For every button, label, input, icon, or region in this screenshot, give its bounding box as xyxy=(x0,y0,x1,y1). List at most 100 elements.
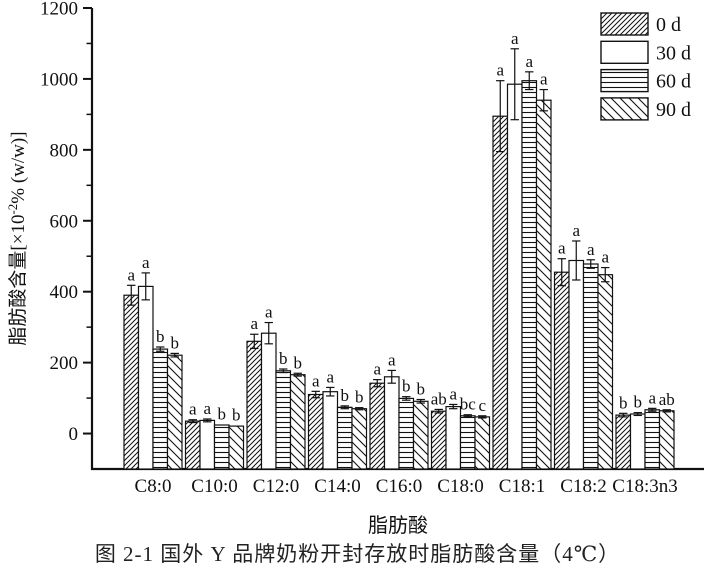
bar-C10:0-90d xyxy=(228,425,245,470)
bar-C16:0-60d xyxy=(398,397,415,470)
y-tick-label: 600 xyxy=(50,211,79,232)
bar-C18:1-30d xyxy=(506,83,523,470)
bar-C18:1-90d xyxy=(535,99,552,470)
sig-letter: a xyxy=(326,367,334,386)
bar-C14:0-90d xyxy=(351,408,368,470)
x-tick-label: C8:0 xyxy=(135,476,172,497)
sig-letter: b xyxy=(619,393,628,412)
figure-caption: 图 2-1 国外 Y 品牌奶粉开封存放时脂肪酸含量（4℃） xyxy=(94,542,621,566)
sig-letter: b xyxy=(156,327,165,346)
x-tick-label: C16:0 xyxy=(376,476,422,497)
x-tick-label: C14:0 xyxy=(314,476,360,497)
bar-C14:0-60d xyxy=(336,406,353,470)
legend-swatch-0d xyxy=(600,12,649,36)
sig-letter: bc xyxy=(460,395,477,414)
sig-letter: a xyxy=(601,248,609,267)
bar-C18:0-30d xyxy=(445,406,462,470)
sig-letter: ab xyxy=(431,389,447,408)
y-tick-label: 200 xyxy=(50,353,79,374)
x-axis-title: 脂肪酸 xyxy=(368,514,428,537)
bar-C16:0-90d xyxy=(412,400,429,470)
legend-swatch-60d xyxy=(600,68,649,93)
bar-C18:2-0d xyxy=(553,271,570,470)
bar-C10:0-0d xyxy=(184,420,201,470)
sig-letter: a xyxy=(388,350,396,369)
x-tick-label: C18:1 xyxy=(499,476,545,497)
bar-C8:0-0d xyxy=(123,294,140,470)
y-tick-label: 400 xyxy=(50,282,79,303)
sig-letter: a xyxy=(373,360,381,379)
bar-C16:0-30d xyxy=(383,376,400,470)
y-tick-label: 0 xyxy=(69,424,79,445)
sig-letter: b xyxy=(355,388,364,407)
bar-C18:2-30d xyxy=(568,259,585,470)
sig-letter: a xyxy=(558,239,566,258)
bar-C8:0-90d xyxy=(166,354,183,470)
sig-letter: a xyxy=(312,371,320,390)
sig-letter: b xyxy=(218,404,227,423)
legend-label-0d: 0 d xyxy=(656,14,681,36)
legend-swatch-30d xyxy=(600,40,649,64)
sig-letter: c xyxy=(478,396,486,415)
sig-letter: a xyxy=(511,29,519,48)
sig-letter: a xyxy=(250,314,258,333)
sig-letter: b xyxy=(171,333,180,352)
bar-C14:0-0d xyxy=(307,393,324,470)
bar-C10:0-60d xyxy=(213,424,230,470)
sig-letter: a xyxy=(587,240,595,259)
legend-swatch-90d xyxy=(600,97,649,121)
x-tick-label: C18:3n3 xyxy=(612,476,677,497)
bar-C8:0-30d xyxy=(137,285,154,470)
sig-letter: b xyxy=(402,377,411,396)
sig-letter: a xyxy=(496,61,504,80)
sig-letter: b xyxy=(634,393,643,412)
sig-letter: a xyxy=(525,52,533,71)
sig-letter: a xyxy=(265,303,273,322)
sig-letter: a xyxy=(648,388,656,407)
bar-C18:3n3-90d xyxy=(658,410,675,470)
bar-C16:0-0d xyxy=(369,382,386,470)
bar-chart: 020040060080010001200aaaaaabaabaaaaaaaab… xyxy=(5,0,704,537)
sig-letter: b xyxy=(341,386,350,405)
sig-letter: a xyxy=(127,265,135,284)
bar-C18:0-0d xyxy=(430,410,447,470)
bar-C10:0-30d xyxy=(199,419,216,470)
bar-C12:0-0d xyxy=(246,340,263,470)
x-tick-label: C18:2 xyxy=(560,476,606,497)
bar-C18:0-60d xyxy=(459,415,476,470)
sig-letter: a xyxy=(449,384,457,403)
x-tick-label: C12:0 xyxy=(253,476,299,497)
bar-C18:3n3-30d xyxy=(629,413,646,470)
legend-label-30d: 30 d xyxy=(656,42,691,64)
sig-letter: b xyxy=(279,349,288,368)
y-tick-label: 1000 xyxy=(40,69,78,90)
sig-letter: b xyxy=(232,405,241,424)
x-tick-label: C10:0 xyxy=(191,476,237,497)
x-tick-label: C18:0 xyxy=(437,476,483,497)
bar-C12:0-90d xyxy=(289,374,306,470)
bar-C18:2-90d xyxy=(597,274,614,470)
sig-letter: a xyxy=(540,70,548,89)
sig-letter: a xyxy=(203,399,211,418)
sig-letter: a xyxy=(189,400,197,419)
bar-C18:0-90d xyxy=(474,416,491,470)
bar-C12:0-60d xyxy=(275,370,292,470)
bar-C18:3n3-60d xyxy=(644,409,661,470)
sig-letter: b xyxy=(417,379,426,398)
bar-C18:2-60d xyxy=(582,263,599,470)
bar-C14:0-30d xyxy=(322,391,339,470)
y-tick-label: 800 xyxy=(50,140,79,161)
bar-C18:3n3-0d xyxy=(615,414,632,470)
legend-label-60d: 60 d xyxy=(656,71,691,93)
sig-letter: b xyxy=(294,353,303,372)
bar-C12:0-30d xyxy=(260,332,277,470)
legend-label-90d: 90 d xyxy=(656,99,691,121)
sig-letter: a xyxy=(142,253,150,272)
y-tick-label: 1200 xyxy=(40,0,78,20)
sig-letter: a xyxy=(572,221,580,240)
bar-C18:1-0d xyxy=(492,115,509,470)
bar-C18:1-60d xyxy=(521,80,538,470)
y-axis-title: 脂肪酸含量[×10-2% (w/w)] xyxy=(5,131,29,345)
sig-letter: ab xyxy=(659,390,675,409)
